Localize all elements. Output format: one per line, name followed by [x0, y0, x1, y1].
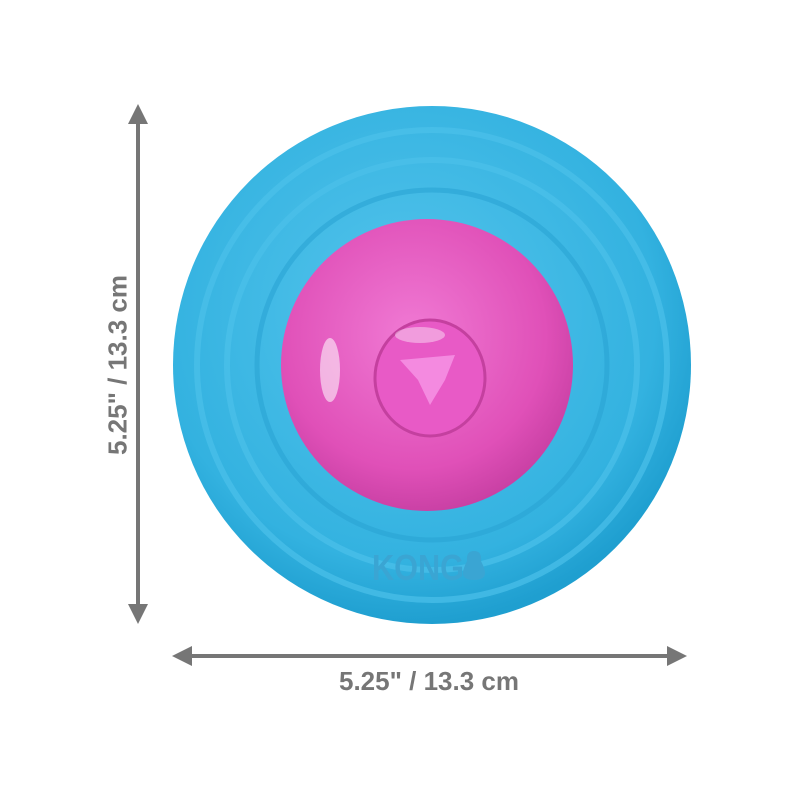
width-dimension-label: 5.25" / 13.3 cm — [338, 666, 519, 696]
height-dimension-label: 5.25" / 13.3 cm — [102, 274, 133, 456]
kong-logo: KONG — [372, 547, 485, 588]
svg-text:KONG: KONG — [372, 547, 464, 588]
height-arrow — [128, 104, 148, 624]
width-arrow — [172, 646, 687, 666]
treat-ball — [281, 219, 573, 511]
